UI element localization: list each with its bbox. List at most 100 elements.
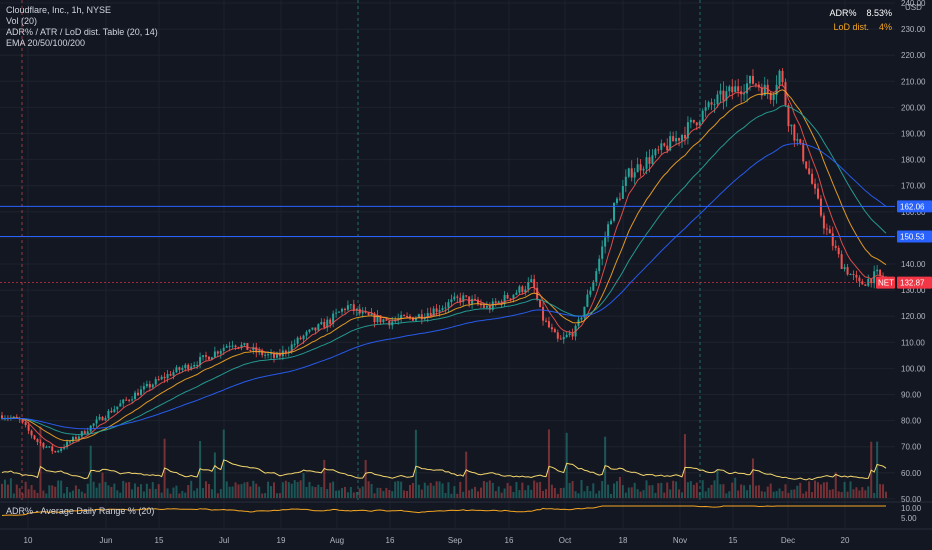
volume-bar — [24, 481, 27, 498]
volume-bar — [530, 489, 533, 498]
candle-body — [293, 343, 296, 345]
volume-bar — [550, 484, 553, 498]
volume-bar — [834, 472, 837, 498]
candle-body — [556, 332, 559, 339]
candle-body — [222, 347, 225, 351]
candle-body — [308, 329, 311, 332]
volume-bar — [610, 493, 613, 498]
volume-bar — [624, 492, 627, 498]
volume-bar — [423, 482, 426, 498]
candle-body — [689, 119, 692, 123]
volume-bar — [630, 487, 633, 498]
volume-bar — [119, 492, 122, 498]
candle-body — [54, 451, 57, 453]
volume-bar — [858, 490, 861, 498]
candle-body — [769, 92, 772, 100]
volume-bar — [95, 487, 98, 498]
volume-bar — [57, 480, 60, 498]
volume-bars — [1, 426, 887, 498]
chart-legend: Cloudflare, Inc., 1h, NYSE Vol (20) ADR%… — [6, 5, 158, 49]
volume-bar — [471, 488, 474, 498]
candle-body — [57, 450, 60, 452]
candle-body — [231, 345, 234, 347]
candle-body — [290, 344, 293, 352]
candle-body — [852, 273, 855, 275]
volume-bar — [698, 492, 701, 498]
volume-bar — [553, 487, 556, 498]
volume-bar — [54, 486, 57, 498]
symbol-title[interactable]: Cloudflare, Inc., 1h, NYSE — [6, 5, 112, 15]
candle-body — [154, 379, 157, 385]
volume-bar — [122, 480, 125, 498]
volume-bar — [757, 485, 760, 498]
volume-bar — [678, 489, 681, 498]
candle-body — [710, 102, 713, 105]
adr-label: ADR% — [829, 8, 857, 18]
candle-body — [77, 436, 80, 439]
volume-bar — [80, 491, 83, 498]
volume-bar — [760, 491, 763, 498]
volume-bar — [154, 488, 157, 498]
volume-bar — [571, 481, 574, 498]
volume-bar — [651, 485, 654, 498]
adr-pane-title[interactable]: ADR% - Average Daily Range % (20) — [6, 506, 155, 516]
candle-body — [707, 102, 710, 108]
candle-body — [438, 309, 441, 312]
volume-bar — [808, 481, 811, 498]
candle-body — [651, 155, 654, 164]
volume-bar — [598, 490, 601, 498]
candle-body — [876, 269, 879, 272]
candle-body — [107, 410, 110, 419]
volume-indicator-label[interactable]: Vol (20) — [6, 16, 38, 26]
candle-body — [518, 286, 521, 293]
volume-bar — [506, 482, 509, 498]
ema-indicator-label[interactable]: EMA 20/50/100/200 — [6, 38, 86, 48]
volume-bar — [27, 489, 30, 498]
table-indicator-label[interactable]: ADR% / ATR / LoD dist. Table (20, 14) — [6, 27, 158, 37]
volume-bar — [589, 491, 592, 498]
candle-body — [30, 430, 33, 436]
candle-body — [497, 301, 500, 303]
candle-body — [722, 90, 725, 101]
volume-bar — [228, 486, 231, 498]
price-tick: 230.00 — [901, 25, 926, 34]
volume-bar — [3, 479, 6, 498]
candle-body — [870, 278, 873, 284]
volume-bar — [799, 482, 802, 498]
candle-body — [592, 281, 595, 291]
volume-bar — [320, 487, 323, 498]
ema-lines — [1, 84, 887, 449]
volume-bar — [885, 491, 887, 498]
candle-body — [12, 416, 15, 418]
volume-bar — [69, 492, 71, 498]
candle-body — [137, 392, 139, 396]
volume-bar — [116, 490, 119, 498]
volume-bar — [488, 480, 491, 498]
svg-text:150.53: 150.53 — [900, 233, 925, 242]
candle-body — [751, 75, 754, 84]
volume-bar — [817, 482, 819, 498]
time-tick: Nov — [673, 536, 687, 545]
candle-body — [45, 446, 48, 448]
volume-bar — [459, 481, 462, 498]
candle-body — [151, 384, 154, 388]
ema-line — [2, 143, 887, 430]
volume-bar — [479, 487, 482, 498]
candle-body — [157, 379, 160, 381]
candle-body — [441, 308, 444, 310]
candle-body — [831, 233, 834, 246]
volume-bar — [465, 451, 468, 498]
volume-bar — [255, 483, 258, 498]
candle-body — [376, 315, 379, 323]
candle-body — [66, 441, 69, 448]
volume-bar — [74, 485, 77, 498]
candle-body — [110, 410, 113, 413]
volume-bar — [515, 481, 518, 498]
volume-bar — [701, 480, 704, 498]
volume-bar — [657, 483, 660, 498]
candle-body — [163, 376, 166, 379]
candle-body — [39, 441, 42, 443]
volume-bar — [468, 490, 471, 498]
volume-bar — [302, 473, 305, 498]
